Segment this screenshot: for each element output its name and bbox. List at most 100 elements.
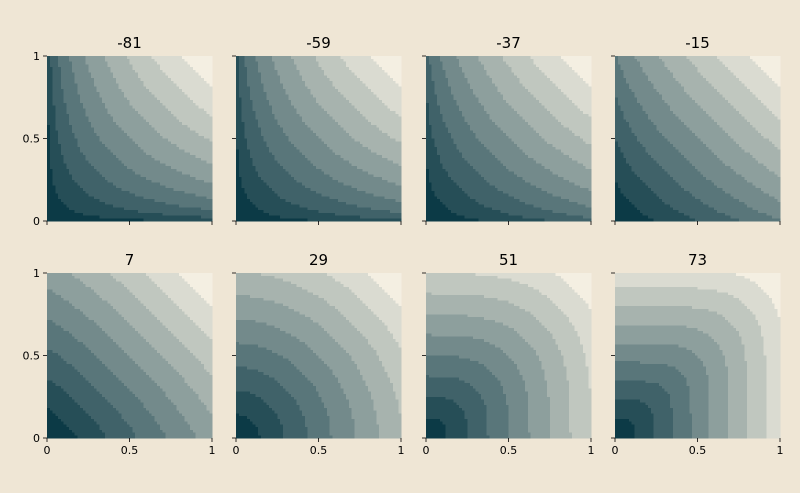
contour-cell: [94, 100, 97, 103]
contour-cell: [324, 64, 327, 67]
contour-cell: [163, 111, 166, 114]
contour-cell: [141, 144, 144, 147]
contour-cell: [83, 141, 86, 144]
contour-cell: [157, 139, 160, 142]
contour-cell: [182, 188, 185, 191]
contour-cell: [135, 155, 138, 158]
contour-cell: [154, 218, 157, 221]
contour-cell: [127, 97, 130, 100]
contour-cell: [163, 67, 166, 70]
contour-cell: [119, 174, 122, 177]
contour-cell: [201, 86, 204, 89]
contour-cell: [193, 158, 196, 161]
contour-cell: [69, 56, 72, 59]
contour-cell: [204, 191, 207, 194]
contour-cell: [99, 180, 102, 183]
contour-cell: [99, 56, 102, 59]
contour-cell: [110, 92, 113, 95]
contour-cell: [135, 78, 138, 81]
contour-cell: [327, 56, 330, 59]
contour-cell: [61, 205, 64, 208]
contour-cell: [179, 95, 182, 98]
contour-cell: [160, 64, 163, 67]
contour-cell: [113, 199, 116, 202]
contour-cell: [124, 199, 127, 202]
contour-cell: [121, 180, 124, 183]
contour-cell: [110, 84, 113, 87]
contour-cell: [374, 70, 377, 73]
contour-cell: [72, 177, 75, 180]
contour-cell: [138, 177, 141, 180]
contour-cell: [55, 95, 58, 98]
contour-cell: [324, 62, 327, 65]
contour-cell: [193, 78, 196, 81]
contour-cell: [255, 78, 258, 81]
contour-cell: [91, 194, 94, 197]
contour-cell: [174, 185, 177, 188]
contour-cell: [196, 188, 199, 191]
contour-cell: [91, 152, 94, 155]
contour-cell: [146, 108, 149, 111]
contour-cell: [239, 75, 242, 78]
contour-cell: [97, 81, 100, 84]
contour-cell: [207, 180, 210, 183]
contour-cell: [187, 218, 190, 221]
contour-cell: [387, 56, 390, 59]
contour-cell: [47, 122, 50, 125]
contour-cell: [152, 97, 155, 100]
contour-cell: [193, 62, 196, 65]
contour-cell: [201, 191, 204, 194]
contour-cell: [168, 125, 171, 128]
contour-cell: [116, 155, 119, 158]
contour-cell: [190, 183, 193, 186]
contour-cell: [201, 103, 204, 106]
contour-cell: [50, 174, 53, 177]
contour-cell: [154, 210, 157, 213]
contour-cell: [398, 64, 401, 67]
contour-cell: [207, 141, 210, 144]
contour-cell: [99, 183, 102, 186]
contour-cell: [143, 216, 146, 219]
contour-cell: [88, 183, 91, 186]
contour-cell: [130, 119, 133, 122]
contour-cell: [297, 64, 300, 67]
contour-cell: [72, 86, 75, 89]
contour-cell: [157, 136, 160, 139]
contour-cell: [185, 205, 188, 208]
contour-cell: [198, 100, 201, 103]
contour-cell: [207, 114, 210, 117]
contour-cell: [209, 130, 212, 133]
contour-cell: [86, 163, 89, 166]
contour-cell: [121, 161, 124, 164]
contour-cell: [102, 117, 105, 120]
contour-cell: [321, 81, 324, 84]
contour-cell: [143, 191, 146, 194]
contour-cell: [97, 158, 100, 161]
contour-cell: [80, 67, 83, 70]
contour-cell: [66, 139, 69, 142]
contour-cell: [198, 163, 201, 166]
contour-cell: [116, 152, 119, 155]
contour-cell: [291, 78, 294, 81]
contour-cell: [143, 130, 146, 133]
contour-cell: [193, 191, 196, 194]
contour-cell: [291, 62, 294, 65]
contour-cell: [50, 97, 53, 100]
contour-cell: [110, 177, 113, 180]
contour-cell: [209, 174, 212, 177]
contour-cell: [124, 144, 127, 147]
contour-cell: [288, 78, 291, 81]
contour-cell: [143, 177, 146, 180]
contour-cell: [141, 196, 144, 199]
contour-cell: [163, 169, 166, 172]
contour-cell: [102, 133, 105, 136]
contour-cell: [294, 67, 297, 70]
contour-cell: [130, 194, 133, 197]
contour-cell: [113, 106, 116, 109]
contour-cell: [201, 174, 204, 177]
contour-cell: [99, 75, 102, 78]
contour-cell: [250, 73, 253, 76]
contour-cell: [201, 122, 204, 125]
contour-cell: [127, 89, 130, 92]
contour-cell: [193, 122, 196, 125]
